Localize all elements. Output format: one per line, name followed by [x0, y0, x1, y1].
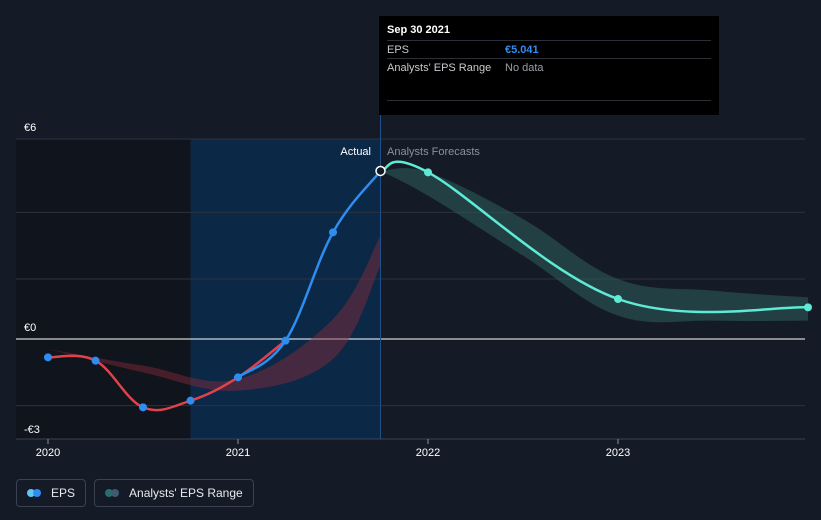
- y-tick-label: €6: [24, 122, 36, 134]
- tooltip-eps-label: EPS: [387, 43, 410, 56]
- eps-point[interactable]: [375, 165, 386, 177]
- forecast-point[interactable]: [424, 168, 432, 177]
- forecast-range-area: [380, 168, 808, 323]
- eps-point[interactable]: [44, 353, 52, 362]
- tooltip: Sep 30 2021 EPS €5.041 Analysts' EPS Ran…: [379, 16, 719, 115]
- data-points: [44, 165, 812, 412]
- y-tick-labels: €6 €0 -€3: [24, 122, 40, 436]
- x-tick-labels: 2020 2021 2022 2023: [36, 439, 630, 459]
- tooltip-divider: [387, 100, 711, 101]
- tooltip-range-label: Analysts' EPS Range: [387, 61, 492, 74]
- legend-range-label: Analysts' EPS Range: [129, 486, 243, 500]
- legend-range[interactable]: Analysts' EPS Range: [94, 479, 254, 507]
- legend-eps-label: EPS: [51, 486, 76, 500]
- x-tick-label: 2023: [606, 447, 630, 459]
- forecast-label: Analysts Forecasts: [387, 146, 480, 158]
- eps-point[interactable]: [329, 228, 337, 237]
- tooltip-date: Sep 30 2021: [387, 24, 450, 36]
- forecast-point[interactable]: [804, 303, 812, 312]
- highlight-band: [190, 139, 381, 439]
- x-tick-label: 2022: [416, 447, 440, 459]
- tooltip-range-value: No data: [505, 61, 544, 74]
- past-region-shade: [16, 139, 191, 439]
- x-tick-label: 2020: [36, 447, 60, 459]
- range-legend-icon: [105, 489, 121, 497]
- tooltip-range-row: Analysts' EPS Range No data: [387, 58, 711, 76]
- legend: EPS Analysts' EPS Range: [16, 479, 254, 507]
- actual-label: Actual: [340, 146, 371, 158]
- tooltip-eps-row: EPS €5.041: [387, 40, 711, 58]
- legend-eps[interactable]: EPS: [16, 479, 87, 507]
- forecast-line: [380, 160, 809, 314]
- eps-line-recent: [237, 170, 382, 379]
- gridlines: [16, 138, 805, 407]
- past-range-area: [48, 235, 381, 391]
- eps-point[interactable]: [139, 403, 147, 412]
- x-tick-label: 2021: [226, 447, 250, 459]
- eps-point[interactable]: [91, 356, 100, 365]
- y-tick-label: -€3: [24, 424, 40, 436]
- tooltip-eps-value: €5.041: [505, 43, 539, 56]
- eps-point[interactable]: [186, 396, 195, 405]
- eps-point[interactable]: [234, 373, 242, 382]
- forecast-point[interactable]: [614, 295, 622, 303]
- y-tick-label: €0: [24, 322, 36, 334]
- eps-legend-icon: [27, 489, 43, 497]
- eps-point[interactable]: [281, 336, 290, 345]
